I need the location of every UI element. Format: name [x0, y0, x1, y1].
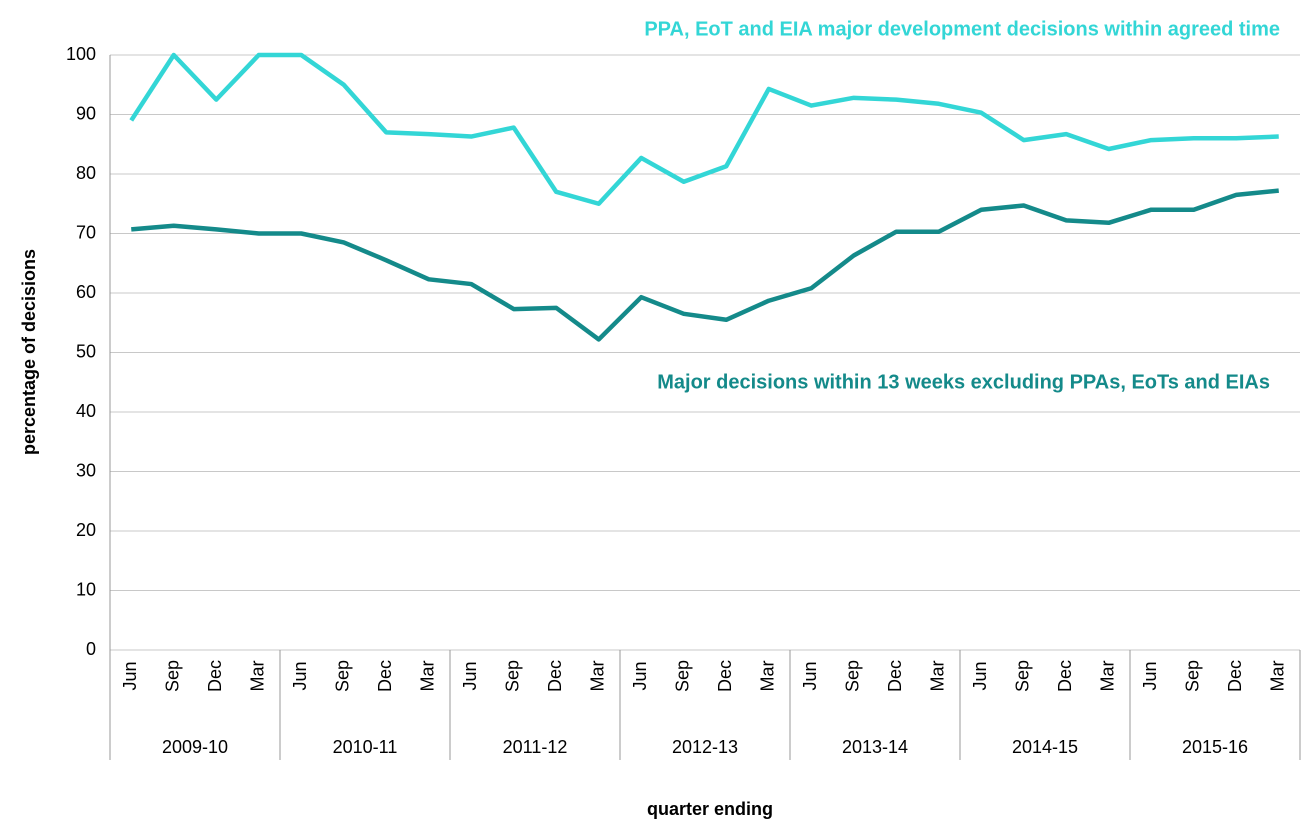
x-tick-label: Mar — [418, 660, 438, 691]
group-label: 2015-16 — [1182, 737, 1248, 757]
y-tick-label: 40 — [76, 401, 96, 421]
x-tick-label: Dec — [545, 660, 565, 692]
x-tick-label: Mar — [1098, 660, 1118, 691]
x-tick-label: Jun — [1140, 661, 1160, 690]
x-tick-label: Mar — [1268, 660, 1288, 691]
x-tick-label: Jun — [120, 661, 140, 690]
y-tick-label: 10 — [76, 579, 96, 599]
series-label: PPA, EoT and EIA major development decis… — [644, 18, 1280, 40]
y-tick-label: 60 — [76, 282, 96, 302]
x-tick-label: Mar — [588, 660, 608, 691]
group-label: 2014-15 — [1012, 737, 1078, 757]
y-tick-label: 20 — [76, 520, 96, 540]
x-tick-label: Dec — [1225, 660, 1245, 692]
y-tick-label: 100 — [66, 44, 96, 64]
y-tick-label: 70 — [76, 222, 96, 242]
x-tick-label: Dec — [715, 660, 735, 692]
y-axis-title: percentage of decisions — [19, 249, 39, 455]
x-tick-label: Sep — [673, 660, 693, 692]
x-tick-label: Mar — [248, 660, 268, 691]
series-label: Major decisions within 13 weeks excludin… — [657, 371, 1270, 393]
x-tick-label: Sep — [333, 660, 353, 692]
x-tick-label: Jun — [970, 661, 990, 690]
x-tick-label: Jun — [460, 661, 480, 690]
x-tick-label: Dec — [885, 660, 905, 692]
group-label: 2012-13 — [672, 737, 738, 757]
x-tick-label: Mar — [758, 660, 778, 691]
group-label: 2013-14 — [842, 737, 908, 757]
x-tick-label: Sep — [503, 660, 523, 692]
series-line — [131, 188, 1279, 342]
y-tick-label: 80 — [76, 163, 96, 183]
y-tick-label: 0 — [86, 639, 96, 659]
group-label: 2010-11 — [333, 737, 398, 757]
series-line — [129, 52, 1279, 206]
x-tick-label: Jun — [630, 661, 650, 690]
x-tick-label: Sep — [1013, 660, 1033, 692]
x-tick-label: Mar — [928, 660, 948, 691]
y-tick-label: 30 — [76, 460, 96, 480]
group-label: 2009-10 — [162, 737, 228, 757]
x-tick-label: Sep — [163, 660, 183, 692]
x-tick-label: Dec — [375, 660, 395, 692]
y-tick-label: 90 — [76, 103, 96, 123]
x-tick-label: Jun — [800, 661, 820, 690]
x-tick-label: Jun — [290, 661, 310, 690]
x-tick-label: Dec — [1055, 660, 1075, 692]
x-tick-label: Dec — [205, 660, 225, 692]
x-tick-label: Sep — [1183, 660, 1203, 692]
y-tick-label: 50 — [76, 341, 96, 361]
x-tick-label: Sep — [843, 660, 863, 692]
x-axis-title: quarter ending — [647, 799, 773, 819]
group-label: 2011-12 — [503, 737, 568, 757]
